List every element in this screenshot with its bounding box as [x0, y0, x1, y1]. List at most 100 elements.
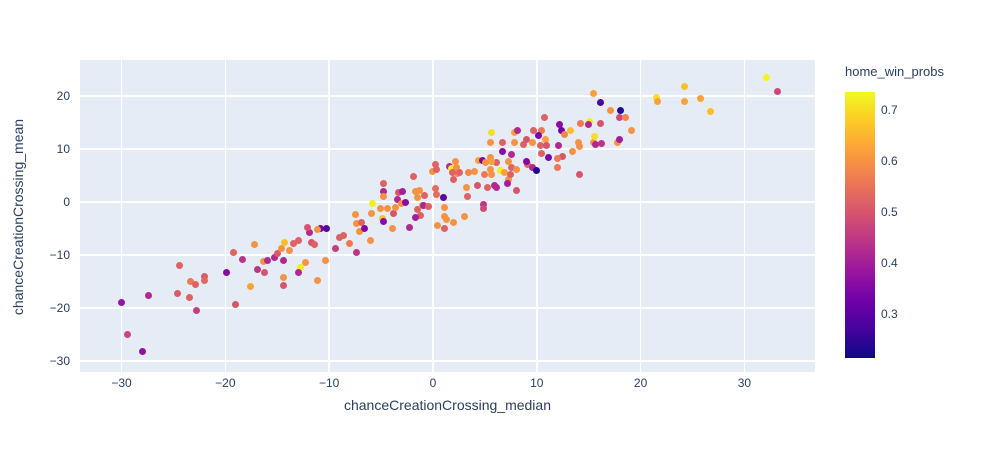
data-point[interactable]	[561, 130, 569, 138]
data-point[interactable]	[462, 184, 470, 192]
data-point[interactable]	[508, 150, 516, 158]
data-point[interactable]	[352, 219, 360, 227]
data-point[interactable]	[351, 210, 359, 218]
data-point[interactable]	[230, 249, 238, 257]
data-point[interactable]	[239, 256, 247, 264]
data-point[interactable]	[492, 184, 500, 192]
data-point[interactable]	[314, 226, 322, 233]
data-point[interactable]	[433, 221, 441, 229]
data-point[interactable]	[453, 164, 461, 172]
data-point[interactable]	[559, 152, 567, 160]
data-point[interactable]	[405, 223, 413, 231]
data-point[interactable]	[537, 141, 545, 149]
data-point[interactable]	[529, 138, 537, 146]
data-point[interactable]	[652, 93, 660, 101]
data-point[interactable]	[542, 141, 550, 149]
data-point[interactable]	[568, 148, 576, 156]
data-point[interactable]	[538, 149, 546, 157]
data-point[interactable]	[369, 199, 377, 207]
data-point[interactable]	[513, 127, 521, 135]
data-point[interactable]	[621, 113, 629, 121]
data-point[interactable]	[379, 217, 387, 225]
data-point[interactable]	[596, 119, 604, 127]
data-point[interactable]	[392, 204, 400, 212]
data-point[interactable]	[260, 258, 268, 266]
data-point[interactable]	[538, 127, 546, 135]
data-point[interactable]	[450, 176, 458, 184]
data-point[interactable]	[440, 204, 448, 212]
data-point[interactable]	[442, 216, 450, 224]
data-point[interactable]	[232, 300, 240, 308]
data-point[interactable]	[250, 240, 258, 248]
data-point[interactable]	[303, 223, 311, 231]
data-point[interactable]	[592, 140, 600, 148]
data-point[interactable]	[431, 160, 439, 168]
plot-area[interactable]	[80, 60, 815, 372]
data-point[interactable]	[432, 166, 440, 174]
data-point[interactable]	[367, 237, 375, 245]
data-point[interactable]	[449, 169, 457, 177]
data-point[interactable]	[448, 165, 456, 173]
data-point[interactable]	[145, 291, 153, 299]
data-point[interactable]	[482, 159, 490, 167]
data-point[interactable]	[421, 191, 429, 199]
data-point[interactable]	[415, 187, 423, 195]
data-point[interactable]	[480, 205, 488, 213]
data-point[interactable]	[331, 244, 339, 252]
data-point[interactable]	[379, 188, 387, 196]
data-point[interactable]	[505, 158, 513, 166]
data-point[interactable]	[222, 269, 230, 277]
data-point[interactable]	[590, 90, 598, 98]
data-point[interactable]	[311, 240, 319, 248]
data-point[interactable]	[417, 211, 424, 219]
data-point[interactable]	[762, 73, 770, 81]
data-point[interactable]	[270, 254, 278, 262]
data-point[interactable]	[279, 282, 287, 290]
data-point[interactable]	[314, 277, 322, 285]
data-point[interactable]	[616, 135, 624, 143]
data-point[interactable]	[627, 127, 635, 135]
data-point[interactable]	[499, 148, 507, 156]
data-point[interactable]	[357, 218, 365, 226]
data-point[interactable]	[774, 88, 782, 96]
data-point[interactable]	[355, 227, 363, 235]
data-point[interactable]	[529, 164, 537, 172]
data-point[interactable]	[616, 113, 624, 121]
data-point[interactable]	[540, 113, 548, 121]
data-point[interactable]	[653, 98, 661, 106]
data-point[interactable]	[321, 257, 329, 265]
data-point[interactable]	[399, 188, 407, 196]
data-point[interactable]	[596, 99, 604, 107]
data-point[interactable]	[576, 119, 584, 127]
data-point[interactable]	[456, 169, 464, 177]
data-point[interactable]	[413, 206, 421, 214]
data-point[interactable]	[452, 158, 460, 166]
data-point[interactable]	[519, 140, 527, 148]
data-point[interactable]	[201, 273, 209, 281]
data-point[interactable]	[360, 224, 368, 232]
data-point[interactable]	[522, 135, 530, 143]
data-point[interactable]	[346, 239, 354, 247]
data-point[interactable]	[556, 120, 564, 128]
data-point[interactable]	[591, 132, 599, 140]
data-point[interactable]	[499, 138, 507, 146]
data-point[interactable]	[281, 238, 288, 246]
data-point[interactable]	[481, 170, 489, 178]
data-point[interactable]	[487, 128, 495, 136]
data-point[interactable]	[409, 173, 417, 181]
data-point[interactable]	[475, 157, 483, 165]
data-point[interactable]	[395, 189, 403, 197]
data-point[interactable]	[201, 277, 209, 285]
data-point[interactable]	[379, 180, 387, 188]
data-point[interactable]	[432, 190, 440, 198]
data-point[interactable]	[294, 237, 302, 245]
data-point[interactable]	[463, 193, 471, 201]
data-point[interactable]	[533, 167, 541, 175]
data-point[interactable]	[138, 347, 146, 355]
data-point[interactable]	[486, 138, 494, 146]
data-point[interactable]	[585, 120, 593, 128]
data-point[interactable]	[264, 257, 272, 265]
data-point[interactable]	[368, 209, 376, 217]
data-point[interactable]	[706, 108, 714, 116]
data-point[interactable]	[464, 169, 472, 177]
